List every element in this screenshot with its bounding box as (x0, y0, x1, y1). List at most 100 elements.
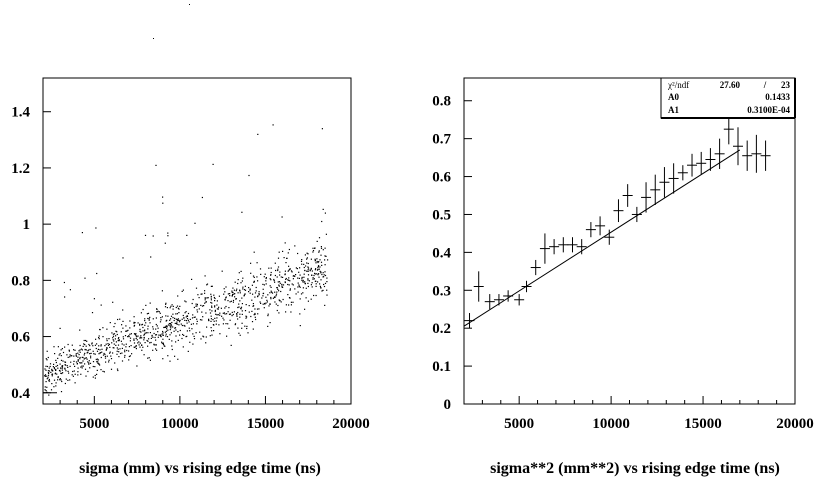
scatter-point (112, 335, 115, 337)
y-tick-label: 0 (444, 397, 452, 413)
scatter-point (117, 338, 119, 340)
scatter-point (238, 306, 240, 308)
scatter-point (152, 318, 154, 320)
scatter-point (162, 332, 164, 334)
scatter-point (96, 358, 99, 360)
scatter-point (324, 264, 326, 266)
scatter-point (223, 312, 225, 314)
scatter-point (164, 326, 166, 328)
data-point (503, 290, 514, 302)
scatter-point (101, 351, 103, 353)
scatter-point (65, 378, 67, 380)
scatter-point (77, 359, 79, 361)
scatter-point (44, 386, 46, 388)
scatter-point (90, 357, 92, 359)
scatter-point (320, 246, 322, 248)
scatter-point (51, 375, 53, 377)
scatter-point (275, 303, 277, 305)
scatter-point (185, 316, 187, 318)
scatter-point (174, 322, 176, 324)
scatter-point (179, 305, 181, 307)
scatter-point (112, 352, 114, 354)
scatter-point (248, 174, 250, 177)
scatter-point (176, 305, 179, 307)
scatter-point (288, 265, 290, 267)
scatter-point (110, 358, 113, 360)
scatter-point (169, 326, 171, 328)
scatter-point (79, 329, 81, 331)
scatter-point (303, 273, 305, 275)
scatter-point (277, 268, 279, 270)
scatter-point (184, 300, 186, 302)
scatter-point (235, 290, 237, 292)
scatter-point (86, 340, 88, 342)
scatter-point (269, 285, 271, 287)
scatter-point (139, 336, 141, 338)
scatter-point (92, 376, 94, 378)
stats-box-frame (660, 77, 796, 119)
scatter-point (162, 196, 164, 198)
scatter-point (169, 329, 171, 331)
scatter-point (201, 196, 203, 199)
scatter-point (306, 252, 308, 254)
scatter-point (155, 317, 157, 319)
scatter-point (278, 284, 280, 286)
scatter-point (287, 279, 289, 281)
scatter-point (205, 301, 207, 303)
scatter-point (262, 292, 264, 295)
scatter-point (320, 247, 323, 249)
scatter-point (93, 353, 95, 355)
scatter-point (152, 235, 154, 237)
scatter-point (319, 259, 321, 261)
scatter-point (175, 318, 177, 320)
scatter-point (162, 202, 164, 204)
scatter-point (85, 375, 87, 377)
scatter-point (158, 311, 160, 313)
scatter-point (64, 368, 66, 370)
scatter-point (64, 367, 66, 369)
scatter-point (227, 323, 229, 325)
scatter-point (241, 211, 243, 213)
scatter-point (256, 308, 259, 310)
scatter-point (72, 370, 74, 373)
scatter-point (178, 321, 181, 323)
scatter-point (244, 325, 246, 327)
scatter-point (95, 338, 97, 340)
scatter-point (148, 357, 150, 359)
scatter-point (186, 315, 188, 317)
scatter-point (140, 331, 142, 333)
scatter-point (278, 312, 280, 314)
scatter-point (159, 334, 161, 336)
scatter-point (102, 354, 105, 356)
scatter-point (316, 260, 318, 263)
scatter-point (219, 312, 221, 314)
scatter-point (175, 335, 177, 337)
scatter-point (204, 292, 206, 294)
scatter-point (175, 329, 177, 331)
scatter-point (172, 308, 174, 310)
scatter-point (45, 365, 47, 367)
scatter-point (285, 277, 287, 280)
scatter-point (192, 343, 194, 345)
sigma-squared-vs-time-plot: 5000 10000 15000 20000 00.10.20.30.40.50.60… (432, 77, 814, 477)
scatter-point (243, 289, 246, 291)
scatter-point (251, 299, 253, 301)
scatter-point (241, 310, 243, 312)
scatter-point (115, 344, 117, 346)
scatter-point (155, 344, 157, 346)
scatter-point (250, 262, 252, 264)
scatter-point (189, 341, 191, 343)
scatter-point (55, 359, 57, 361)
data-point (714, 138, 725, 169)
scatter-point (274, 296, 276, 298)
scatter-point (232, 299, 235, 302)
scatter-point (223, 293, 225, 295)
scatter-point (83, 358, 85, 360)
scatter-point (257, 133, 259, 135)
scatter-point (210, 297, 212, 299)
scatter-point (178, 312, 180, 314)
y-tick-label: 0.8 (11, 273, 30, 289)
scatter-point (93, 298, 95, 300)
scatter-point (255, 286, 257, 289)
scatter-point (77, 367, 79, 369)
